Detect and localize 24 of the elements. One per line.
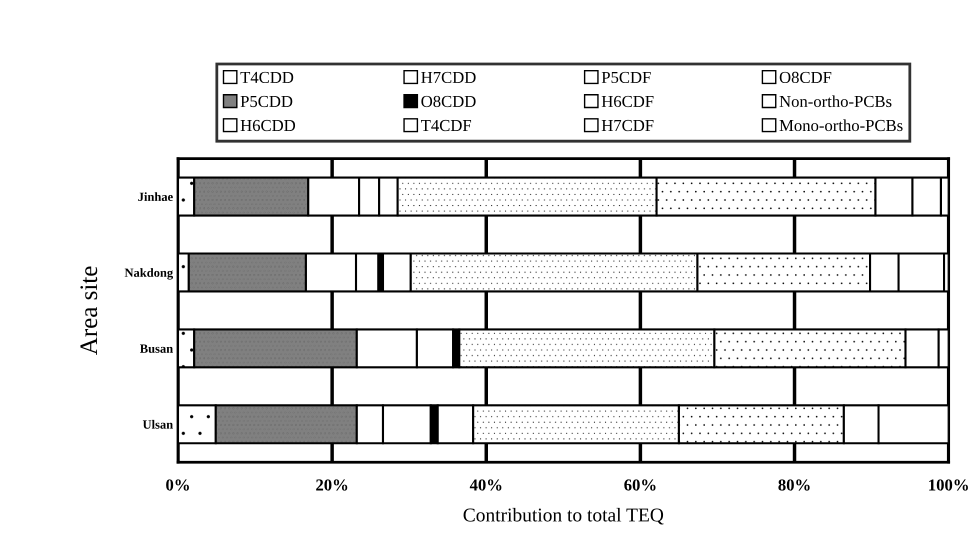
x-axis-title: Contribution to total TEQ — [464, 508, 664, 525]
x-tick-label: 40% — [470, 479, 502, 491]
legend-label: H7CDF — [602, 120, 654, 132]
legend-label: T4CDD — [240, 72, 294, 84]
x-tick-label: 60% — [624, 479, 656, 491]
legend-label: T4CDF — [421, 120, 472, 132]
legend-label: O8CDD — [421, 96, 476, 108]
y-tick-label: Ulsan — [142, 420, 173, 429]
legend-label: Mono-ortho-PCBs — [780, 119, 903, 132]
legend-label: H6CDF — [602, 96, 654, 108]
y-tick-label: Nakdong — [124, 268, 174, 280]
x-tick-label: 100% — [929, 479, 968, 491]
legend-label: H6CDD — [240, 120, 296, 132]
x-tick-label: 0% — [166, 479, 189, 491]
x-tick-label: 80% — [778, 479, 810, 491]
x-tick-label: 20% — [316, 479, 348, 491]
y-axis-title: Area site — [80, 266, 98, 355]
legend-label: O8CDF — [780, 72, 832, 84]
legend-label: Non-ortho-PCBs — [780, 95, 892, 108]
y-tick-label: Jinhae — [138, 192, 173, 202]
y-tick-label: Busan — [140, 344, 173, 353]
legend-label: P5CDD — [240, 96, 292, 108]
legend-label: P5CDF — [602, 72, 651, 84]
legend-label: H7CDD — [421, 72, 476, 84]
